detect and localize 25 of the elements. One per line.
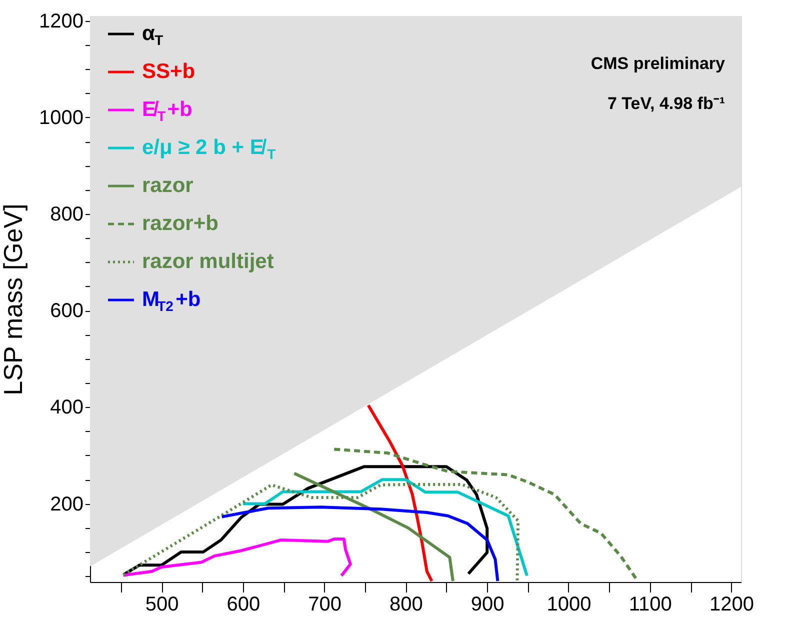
legend-label: SS+b: [142, 60, 196, 83]
line-series: [122, 538, 352, 578]
x-tick-label: 1200: [709, 594, 754, 616]
y-tick-label: 400: [50, 396, 84, 419]
legend-label: razor: [142, 174, 194, 197]
annotation: 7 TeV, 4.98 fb⁻¹: [608, 94, 726, 113]
line-series: [332, 448, 638, 580]
legend-label: razor+b: [142, 212, 218, 235]
x-tick-label: 900: [470, 594, 504, 616]
line-series: [241, 478, 528, 578]
y-tick-label: 800: [50, 204, 84, 226]
legend-label: razor multijet: [142, 250, 274, 273]
line-series: [220, 506, 500, 582]
x-tick-label: 1000: [546, 594, 592, 616]
x-tick-label: 500: [145, 594, 179, 616]
y-tick-label: 600: [50, 300, 84, 322]
y-axis-title: LSP mass [GeV]: [0, 204, 28, 396]
x-tick-label: 800: [390, 594, 423, 616]
y-tick-label: 1200: [39, 10, 84, 32]
y-tick-label: 200: [50, 493, 84, 516]
x-tick-label: 700: [308, 594, 342, 616]
annotation: CMS preliminary: [590, 54, 726, 73]
y-tick-label: 1000: [39, 106, 84, 129]
x-tick-label: 600: [226, 594, 260, 616]
x-tick-label: 1100: [628, 594, 672, 616]
